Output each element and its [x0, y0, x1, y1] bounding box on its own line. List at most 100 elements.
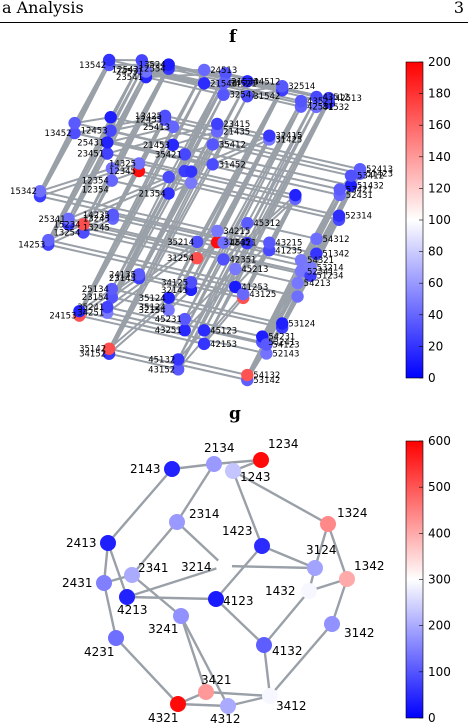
f-edge — [167, 241, 198, 299]
f-node-52314 — [332, 209, 346, 222]
f-edge — [79, 314, 205, 345]
f-node-label: 53412 — [357, 172, 384, 182]
g-colorbar-tick-label: 500 — [428, 480, 451, 494]
f-node-label: 45132 — [148, 355, 175, 365]
f-node-35421 — [178, 148, 192, 161]
f-edge — [225, 72, 283, 88]
g-node-label: 2431 — [62, 576, 93, 590]
g-node-label: 3124 — [306, 543, 337, 557]
f-node-32514 — [276, 80, 289, 93]
f-edge — [223, 241, 302, 262]
g-edge — [269, 623, 333, 697]
f-node-label: 14235 — [83, 211, 110, 221]
f-node-label: 41532 — [322, 103, 349, 113]
f-node-45231 — [178, 312, 191, 326]
f-edge — [78, 126, 174, 312]
g-colorbar-tick-label: 600 — [428, 434, 451, 448]
f-node-label: 32541 — [229, 91, 256, 101]
g-edge — [126, 595, 217, 601]
f-node-label: 45123 — [210, 326, 237, 336]
f-node-23514 — [219, 67, 232, 80]
f-node-45213 — [229, 262, 242, 276]
f-node-54312 — [310, 232, 323, 246]
f-node-label: 12435 — [135, 116, 162, 126]
f-node-label: 21354 — [139, 189, 166, 199]
g-node-1423 — [254, 538, 270, 554]
f-node-label: 54312 — [322, 235, 349, 245]
f-colorbar-tick-label: 100 — [428, 213, 451, 227]
f-edge — [106, 311, 185, 332]
g-node-4132 — [256, 637, 272, 653]
f-node-45321 — [217, 236, 230, 249]
f-node-label: 32154 — [139, 306, 166, 316]
f-node-24513 — [198, 63, 211, 77]
f-edge — [39, 167, 113, 193]
f-node-label: 53241 — [268, 338, 295, 348]
f-node-35214 — [190, 235, 204, 249]
f-node-label: 23451 — [77, 150, 104, 160]
f-edge — [107, 141, 340, 196]
f-node-15234 — [77, 218, 90, 231]
f-node-label: 41235 — [275, 246, 302, 256]
f-node-35241 — [101, 300, 114, 314]
f-node-43125 — [237, 287, 250, 301]
f-node-label: 24513 — [210, 66, 237, 76]
f-edge — [184, 134, 270, 173]
f-edge — [106, 94, 225, 308]
f-colorbar-tick-label: 20 — [428, 339, 443, 353]
f-node-12453 — [104, 124, 117, 137]
g-node-4312 — [220, 698, 236, 714]
g-node-3124 — [307, 560, 323, 576]
f-edge — [138, 171, 193, 275]
g-node-label: 4231 — [84, 645, 115, 659]
f-node-41253 — [229, 280, 242, 294]
f-edge — [167, 85, 284, 311]
f-node-label: 51234 — [317, 272, 344, 282]
g-node-label: 2143 — [130, 462, 161, 476]
f-node-label: 45312 — [253, 219, 280, 229]
g-edge — [115, 637, 179, 705]
g-node-label: 1324 — [337, 506, 368, 520]
f-node-label: 25431 — [77, 138, 104, 148]
f-node-label: 31425 — [275, 135, 302, 145]
g-node-label: 4312 — [210, 712, 241, 726]
f-edge — [48, 239, 298, 298]
f-edge — [222, 100, 302, 244]
f-node-label: 12453 — [81, 127, 108, 137]
f-node-label: 21453 — [143, 141, 170, 151]
f-node-label: 13425 — [135, 112, 162, 122]
g-node-label: 3421 — [201, 673, 232, 687]
g-edge — [232, 469, 329, 526]
f-node-label: 52431 — [346, 191, 373, 201]
f-node-25143 — [73, 304, 86, 318]
g-edge — [215, 545, 263, 600]
f-node-label: 12354 — [82, 186, 109, 196]
g-edge — [261, 544, 316, 570]
f-node-45312 — [241, 216, 254, 230]
f-edge — [183, 242, 225, 320]
f-edge — [108, 352, 179, 371]
f-node-label: 14253 — [18, 241, 45, 251]
f-node-label: 43521 — [307, 97, 334, 107]
f-node-label: 42513 — [335, 94, 362, 104]
f-node-label: 54321 — [307, 256, 334, 266]
f-node-label: 34521 — [230, 80, 257, 90]
f-node-label: 13245 — [83, 215, 110, 225]
f-node-51432 — [344, 179, 358, 192]
f-node-31452 — [206, 158, 219, 171]
f-node-label: 15342 — [10, 187, 37, 197]
f-node-label: 13245 — [83, 224, 110, 234]
g-node-3241 — [173, 608, 189, 624]
g-edge — [231, 470, 264, 547]
f-node-label: 35241 — [77, 303, 104, 313]
g-colorbar-tick-label: 300 — [428, 573, 451, 587]
f-node-32415 — [263, 129, 276, 142]
g-node-2341 — [124, 567, 140, 583]
f-node-label: 32145 — [161, 286, 188, 296]
f-node-label: 52314 — [345, 212, 372, 222]
g-node-3214 — [216, 558, 232, 574]
f-node-label: 13254 — [53, 229, 80, 239]
f-node-label: 12345 — [109, 167, 136, 177]
g-node-4123 — [208, 591, 224, 607]
g-edge — [131, 574, 182, 617]
